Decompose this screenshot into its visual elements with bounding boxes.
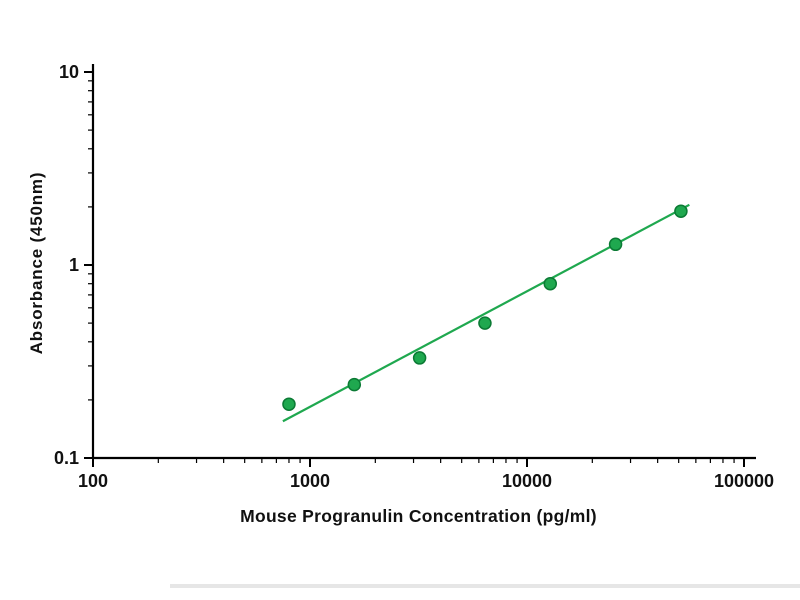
bottom-artifact-line: [170, 584, 800, 588]
x-tick-label: 1000: [290, 471, 330, 491]
data-point: [674, 204, 688, 218]
data-point: [478, 316, 492, 330]
x-axis-title: Mouse Progranulin Concentration (pg/ml): [240, 506, 597, 526]
x-major-ticks: 100 1000 10000 100000: [78, 458, 774, 491]
y-axis-title: Absorbance (450nm): [27, 171, 46, 355]
trend-line: [282, 203, 690, 423]
y-tick-label: 0.1: [54, 448, 79, 468]
data-point: [282, 397, 296, 411]
x-tick-label: 10000: [502, 471, 552, 491]
y-tick-label: 1: [69, 255, 79, 275]
axes: [91, 64, 756, 460]
x-tick-label: 100000: [714, 471, 774, 491]
y-major-ticks: 0.1 1 10: [54, 62, 93, 468]
data-point: [543, 276, 558, 291]
data-point: [608, 237, 623, 252]
data-point: [347, 377, 362, 392]
x-tick-label: 100: [78, 471, 108, 491]
data-points: [282, 204, 688, 411]
y-tick-label: 10: [59, 62, 79, 82]
data-point: [412, 351, 427, 365]
